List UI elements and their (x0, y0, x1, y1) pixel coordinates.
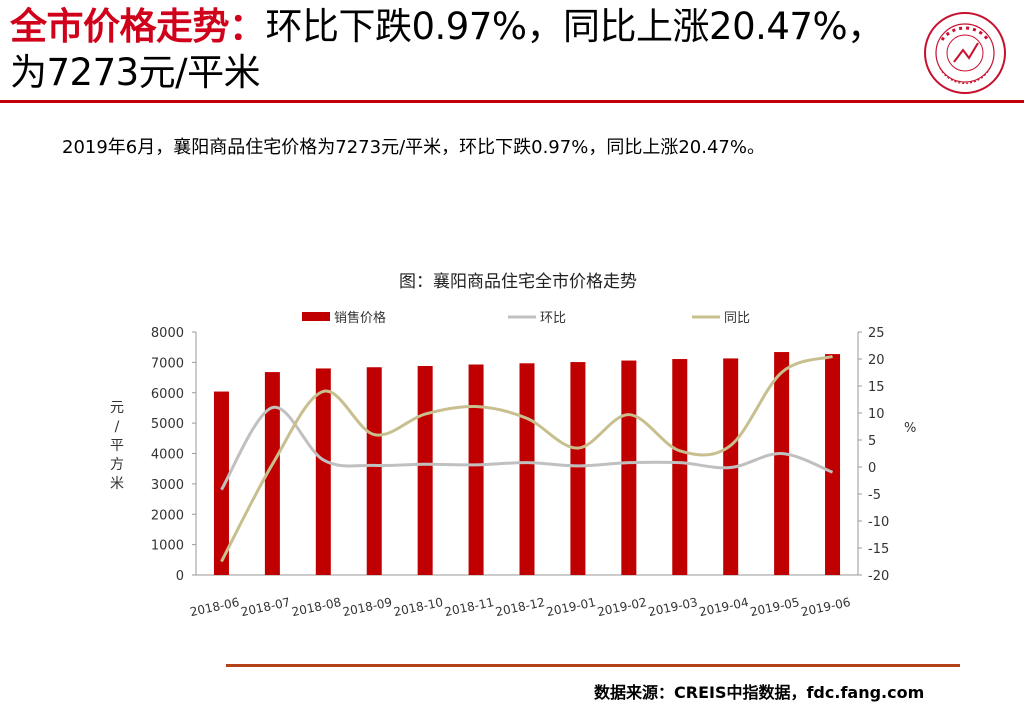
x-tick-label-2018-07: 2018-07 (240, 595, 292, 619)
chart-title: 图：襄阳商品住宅全市价格走势 (399, 271, 637, 292)
page-title-rest: 环比下跌0.97%，同比上涨20.47%，为7273元/平米 (10, 5, 884, 94)
x-tick-label-2019-02: 2019-02 (596, 595, 648, 619)
left-tick-label-8: 8000 (151, 326, 184, 341)
left-tick-label-6: 6000 (151, 387, 184, 402)
x-tick-label-2018-11: 2018-11 (443, 595, 495, 619)
left-tick-label-3: 3000 (151, 478, 184, 493)
page-title: 全市价格走势：环比下跌0.97%，同比上涨20.47%，为7273元/平米 (10, 4, 910, 96)
left-tick-label-5: 5000 (151, 417, 184, 432)
left-tick-label-2: 2000 (151, 508, 184, 523)
right-tick-label-0: -20 (868, 569, 889, 584)
series-line-yoy (220, 355, 833, 563)
x-tick-label-2018-10: 2018-10 (392, 595, 444, 619)
bar-2018-11 (468, 364, 484, 575)
x-tick-label-2018-12: 2018-12 (494, 595, 546, 619)
x-tick-label-2018-06: 2018-06 (189, 595, 241, 619)
left-tick-label-4: 4000 (151, 448, 184, 463)
x-tick-label-2019-03: 2019-03 (647, 595, 699, 619)
legend-label-2: 同比 (724, 311, 750, 326)
right-tick-label-2: -10 (868, 515, 889, 530)
source-divider (226, 664, 960, 667)
bar-2018-07 (264, 372, 280, 575)
data-source: 数据来源：CREIS中指数据，fdc.fang.com (594, 683, 925, 702)
bar-2018-08 (315, 368, 331, 575)
left-tick-label-0: 0 (176, 569, 184, 584)
bar-2019-03 (672, 359, 688, 575)
right-tick-label-8: 20 (868, 353, 885, 368)
bar-2019-06 (825, 354, 841, 575)
x-tick-label-2019-05: 2019-05 (749, 595, 801, 619)
x-tick-label-2019-04: 2019-04 (698, 595, 750, 619)
right-tick-label-3: -5 (868, 488, 881, 503)
right-tick-label-9: 25 (868, 326, 885, 341)
x-tick-label-2019-01: 2019-01 (545, 595, 597, 619)
summary-text: 2019年6月，襄阳商品住宅价格为7273元/平米，环比下跌0.97%，同比上涨… (62, 137, 765, 158)
x-tick-label-2018-09: 2018-09 (341, 595, 393, 619)
right-tick-label-5: 5 (868, 434, 876, 449)
bar-2018-12 (519, 363, 535, 575)
bar-2018-06 (213, 391, 229, 575)
right-tick-label-7: 15 (868, 380, 885, 395)
legend-swatch-0 (302, 312, 330, 321)
bar-2019-05 (774, 352, 790, 575)
left-tick-label-1: 1000 (151, 539, 184, 554)
bar-2018-09 (366, 367, 382, 575)
bar-2019-02 (621, 360, 637, 575)
series-line-mom (220, 406, 834, 491)
bar-2018-10 (417, 366, 433, 575)
page-title-accent: 全市价格走势： (10, 5, 266, 48)
right-axis-label: % (904, 421, 916, 436)
legend-label-1: 环比 (540, 311, 566, 326)
right-tick-label-4: 0 (868, 461, 876, 476)
right-tick-label-1: -15 (868, 542, 889, 557)
title-divider (0, 100, 1024, 103)
left-tick-label-7: 7000 (151, 356, 184, 371)
x-tick-label-2019-06: 2019-06 (800, 595, 852, 619)
china-index-academy-logo (924, 12, 1006, 94)
right-tick-label-6: 10 (868, 407, 885, 422)
left-axis-label: 元/平方米 (110, 400, 124, 492)
legend-label-0: 销售价格 (334, 310, 386, 326)
bar-2019-01 (570, 362, 586, 575)
x-tick-label-2018-08: 2018-08 (290, 595, 342, 619)
